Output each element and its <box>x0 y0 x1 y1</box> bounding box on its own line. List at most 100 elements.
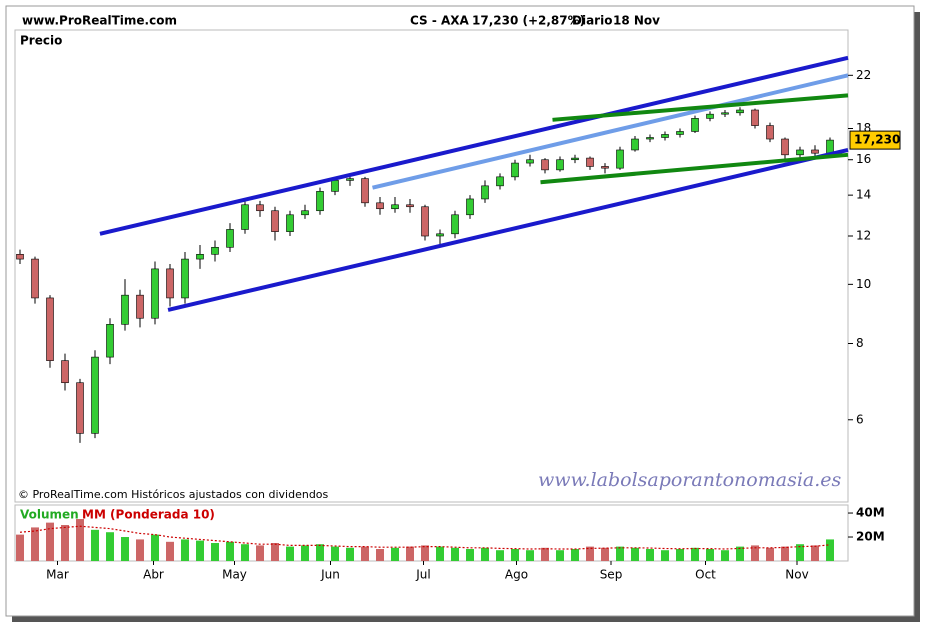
x-tick-label: Nov <box>785 568 808 582</box>
volume-ma <box>19 525 831 550</box>
candle-body <box>646 137 654 140</box>
volume-bar <box>436 546 444 561</box>
candle-body <box>496 176 504 187</box>
candle-body <box>316 191 324 212</box>
candle-body <box>421 206 429 237</box>
candle-body <box>751 109 759 126</box>
candle-body <box>481 185 489 200</box>
candle-body <box>601 166 609 169</box>
candle-body <box>631 138 639 151</box>
candle-body <box>571 157 579 161</box>
volume-bar <box>751 545 759 561</box>
candle-body <box>721 112 729 115</box>
candle-body <box>16 253 24 260</box>
volume-bar <box>556 550 564 561</box>
y-tick-label: 22 <box>856 68 871 82</box>
candle-body <box>706 113 714 119</box>
candle-body <box>91 356 99 434</box>
y-tick-label: 12 <box>856 229 871 243</box>
x-tick-label: Ago <box>505 568 528 582</box>
volume-bar <box>361 546 369 561</box>
volume-bar <box>646 549 654 561</box>
candle-body <box>826 139 834 154</box>
volume-bar <box>211 543 219 561</box>
volume-bar <box>121 537 129 561</box>
volume-bar <box>76 519 84 561</box>
volume-tick-label: 20M <box>856 530 885 544</box>
volume-bar <box>136 539 144 561</box>
candle-body <box>61 360 69 384</box>
candle-body <box>541 159 549 171</box>
volume-bar <box>451 547 459 561</box>
candle-body <box>451 214 459 235</box>
volume-bar <box>91 529 99 561</box>
y-label: Precio <box>20 34 62 48</box>
last-price-box <box>849 130 901 150</box>
candle-body <box>241 204 249 230</box>
x-tick-label: Oct <box>695 568 716 582</box>
note: © ProRealTime.com Históricos ajustados c… <box>18 488 329 501</box>
volume-bar <box>421 545 429 561</box>
candle-body <box>151 268 159 319</box>
volume-bar <box>331 546 339 561</box>
volume-bar <box>181 539 189 561</box>
volume-bar <box>406 546 414 561</box>
candle-body <box>796 149 804 156</box>
candle-body <box>31 258 39 299</box>
date: 18 Nov <box>613 14 660 28</box>
volume-bar <box>166 541 174 561</box>
candle-body <box>121 294 129 325</box>
volume-bar <box>46 522 54 561</box>
volume-bar <box>586 546 594 561</box>
ma-label: MM (Ponderada 10) <box>82 508 215 522</box>
candle-body <box>271 210 279 232</box>
candle-body <box>661 134 669 138</box>
candle-body <box>616 149 624 169</box>
candle-body <box>196 253 204 260</box>
volume-bar <box>481 547 489 561</box>
volume-bar <box>16 534 24 561</box>
trendline <box>372 73 849 190</box>
volume-bar <box>691 547 699 561</box>
volume-bar <box>736 546 744 561</box>
period: Diario <box>572 14 612 28</box>
volume-bar <box>316 544 324 561</box>
volume-bar <box>61 525 69 561</box>
candle-body <box>406 204 414 208</box>
last-price-label: 17,230 <box>854 133 900 147</box>
volume-bar <box>571 549 579 561</box>
volume-bar <box>766 547 774 561</box>
y-tick-label: 14 <box>856 188 871 202</box>
candle-body <box>286 214 294 232</box>
volume-bar <box>151 534 159 561</box>
candle-body <box>166 268 174 299</box>
volume-bar <box>496 550 504 561</box>
volume-tick-label: 40M <box>856 506 885 520</box>
candle-body <box>256 204 264 212</box>
trendline <box>99 55 849 236</box>
title: CS - AXA <box>410 14 470 28</box>
candle-body <box>766 125 774 140</box>
candle-body <box>106 324 114 358</box>
volume-bar <box>826 539 834 561</box>
volume-bar <box>526 550 534 561</box>
candle-body <box>436 233 444 237</box>
volume-bar <box>631 547 639 561</box>
volume-bar <box>661 550 669 561</box>
volume-bar <box>391 547 399 561</box>
candle-body <box>361 178 369 204</box>
candle-body <box>376 202 384 210</box>
candle-body <box>301 210 309 216</box>
trendline <box>552 93 849 122</box>
candle-body <box>736 109 744 114</box>
volume-bar <box>781 546 789 561</box>
y-tick-label: 8 <box>856 336 864 350</box>
candle-body <box>76 382 84 434</box>
candle-body <box>811 149 819 154</box>
volume-bar <box>346 547 354 561</box>
y-tick-label: 6 <box>856 412 864 426</box>
candle-body <box>556 159 564 171</box>
candle-body <box>211 246 219 255</box>
candle-body <box>676 131 684 135</box>
